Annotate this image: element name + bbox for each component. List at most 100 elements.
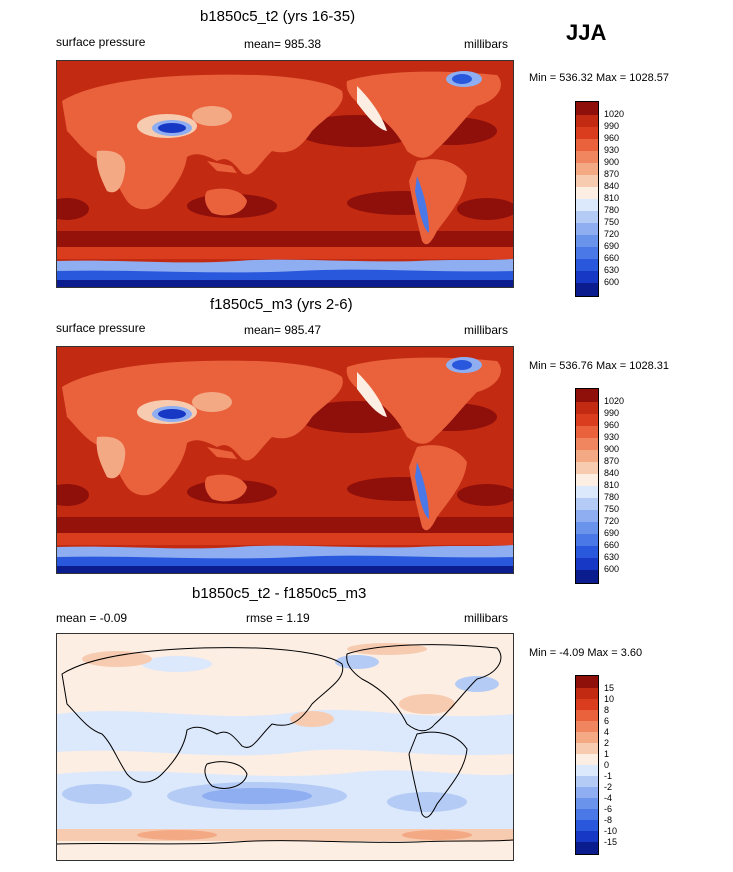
panel-3-mean-label: mean = -0.09 (56, 611, 128, 625)
colorbar-swatch (576, 211, 598, 223)
colorbar-swatch (576, 115, 598, 127)
antarctic-interior (57, 566, 513, 573)
colorbar-tick-label: 900 (604, 444, 620, 454)
colorbar-swatch (576, 732, 598, 743)
tibet-low-core (158, 409, 186, 419)
negative-anomaly-region (387, 792, 467, 812)
antarctic-anomaly (57, 841, 513, 860)
southern-ocean-band (57, 533, 513, 545)
colorbar-tick-label: -8 (604, 815, 613, 825)
colorbar-tick-label: -6 (604, 804, 613, 814)
colorbar-tick-label: 1 (604, 749, 610, 759)
colorbar-tick-label: 660 (604, 540, 620, 550)
rockies-region (357, 86, 387, 131)
coastline-australia (204, 761, 248, 789)
colorbar-tick-label: 810 (604, 480, 620, 490)
colorbar-swatch (576, 510, 598, 522)
positive-anomaly-region (399, 694, 455, 714)
colorbar-tick-label: 6 (604, 716, 610, 726)
greenland-low-core (452, 360, 472, 370)
colorbar-swatch (576, 743, 598, 754)
panel-3-colorbar (575, 675, 599, 855)
colorbar-swatch (576, 558, 598, 570)
colorbar-swatch (576, 754, 598, 765)
continent-north-america (346, 71, 501, 158)
high-pressure-belt (57, 231, 513, 249)
colorbar-tick-label: 930 (604, 145, 620, 155)
colorbar-tick-label: 1020 (604, 396, 625, 406)
highland-region (96, 150, 126, 193)
colorbar-swatch (576, 676, 598, 688)
colorbar-tick-label: 750 (604, 217, 620, 227)
colorbar-swatch (576, 798, 598, 809)
colorbar-tick-label: 660 (604, 253, 620, 263)
colorbar-swatch (576, 809, 598, 820)
colorbar-tick-label: -4 (604, 793, 613, 803)
colorbar-tick-label: -15 (604, 837, 618, 847)
colorbar-swatch (576, 710, 598, 721)
colorbar-tick-label: 930 (604, 432, 620, 442)
colorbar-swatch (576, 247, 598, 259)
positive-anomaly-region (347, 643, 427, 655)
colorbar-tick-label: 990 (604, 408, 620, 418)
greenland-low-core (452, 74, 472, 84)
colorbar-swatch (576, 402, 598, 414)
colorbar-tick-label: 600 (604, 564, 620, 574)
colorbar-tick-label: 810 (604, 193, 620, 203)
colorbar-tick-label: 15 (604, 683, 615, 693)
colorbar-swatch (576, 283, 598, 296)
coastline-antarctica (57, 839, 513, 845)
colorbar-swatch (576, 831, 598, 842)
colorbar-swatch (576, 223, 598, 235)
colorbar-swatch (576, 474, 598, 486)
colorbar-tick-label: 780 (604, 492, 620, 502)
colorbar-tick-label: 2 (604, 738, 610, 748)
high-pressure-belt (57, 517, 513, 535)
continent-eurasia-africa (62, 360, 343, 496)
colorbar-tick-label: -1 (604, 771, 613, 781)
andes-region (415, 176, 429, 233)
colorbar-swatch (576, 102, 598, 115)
panel-3-units-label: millibars (464, 611, 509, 625)
panel-2-mean-label: mean= 985.47 (244, 323, 322, 337)
colorbar-swatch (576, 235, 598, 247)
colorbar-tick-label: 960 (604, 420, 620, 430)
colorbar-tick-label: 870 (604, 456, 620, 466)
colorbar-tick-label: 840 (604, 181, 620, 191)
continent-north-america (346, 357, 501, 444)
tibet-low-core (158, 123, 186, 133)
panel-1-variable-label: surface pressure (56, 35, 146, 49)
colorbar-swatch (576, 414, 598, 426)
panel-2-field (57, 347, 513, 573)
negative-anomaly-region (142, 656, 212, 672)
positive-anomaly-core (402, 830, 472, 840)
colorbar-swatch (576, 787, 598, 798)
colorbar-tick-label: 720 (604, 516, 620, 526)
negative-anomaly-band (57, 709, 513, 756)
panel-3-title: b1850c5_t2 - f1850c5_m3 (192, 585, 367, 602)
colorbar-tick-label: 720 (604, 229, 620, 239)
colorbar-tick-label: 690 (604, 241, 620, 251)
rockies-region (357, 372, 387, 417)
southern-ocean-band (57, 247, 513, 259)
colorbar-swatch (576, 151, 598, 163)
panel-1-colorbar (575, 101, 599, 297)
colorbar-swatch (576, 776, 598, 787)
panel-1-minmax: Min = 536.32 Max = 1028.57 (529, 72, 670, 84)
panel-2-minmax: Min = 536.76 Max = 1028.31 (529, 360, 670, 372)
colorbar-tick-label: 8 (604, 705, 610, 715)
panel-1-units-label: millibars (464, 37, 509, 51)
panel-3-rmse-label: rmse = 1.19 (246, 611, 310, 625)
colorbar-tick-label: 1020 (604, 109, 625, 119)
continent-australia (204, 188, 247, 216)
negative-anomaly-region (335, 655, 379, 669)
colorbar-tick-label: 630 (604, 265, 620, 275)
colorbar-tick-label: 10 (604, 694, 615, 704)
panel-2-variable-label: surface pressure (56, 321, 146, 335)
colorbar-tick-label: 840 (604, 468, 620, 478)
colorbar-tick-label: 630 (604, 552, 620, 562)
colorbar-swatch (576, 163, 598, 175)
colorbar-swatch (576, 486, 598, 498)
panel-1-field (57, 61, 513, 287)
negative-anomaly-core (202, 788, 312, 804)
